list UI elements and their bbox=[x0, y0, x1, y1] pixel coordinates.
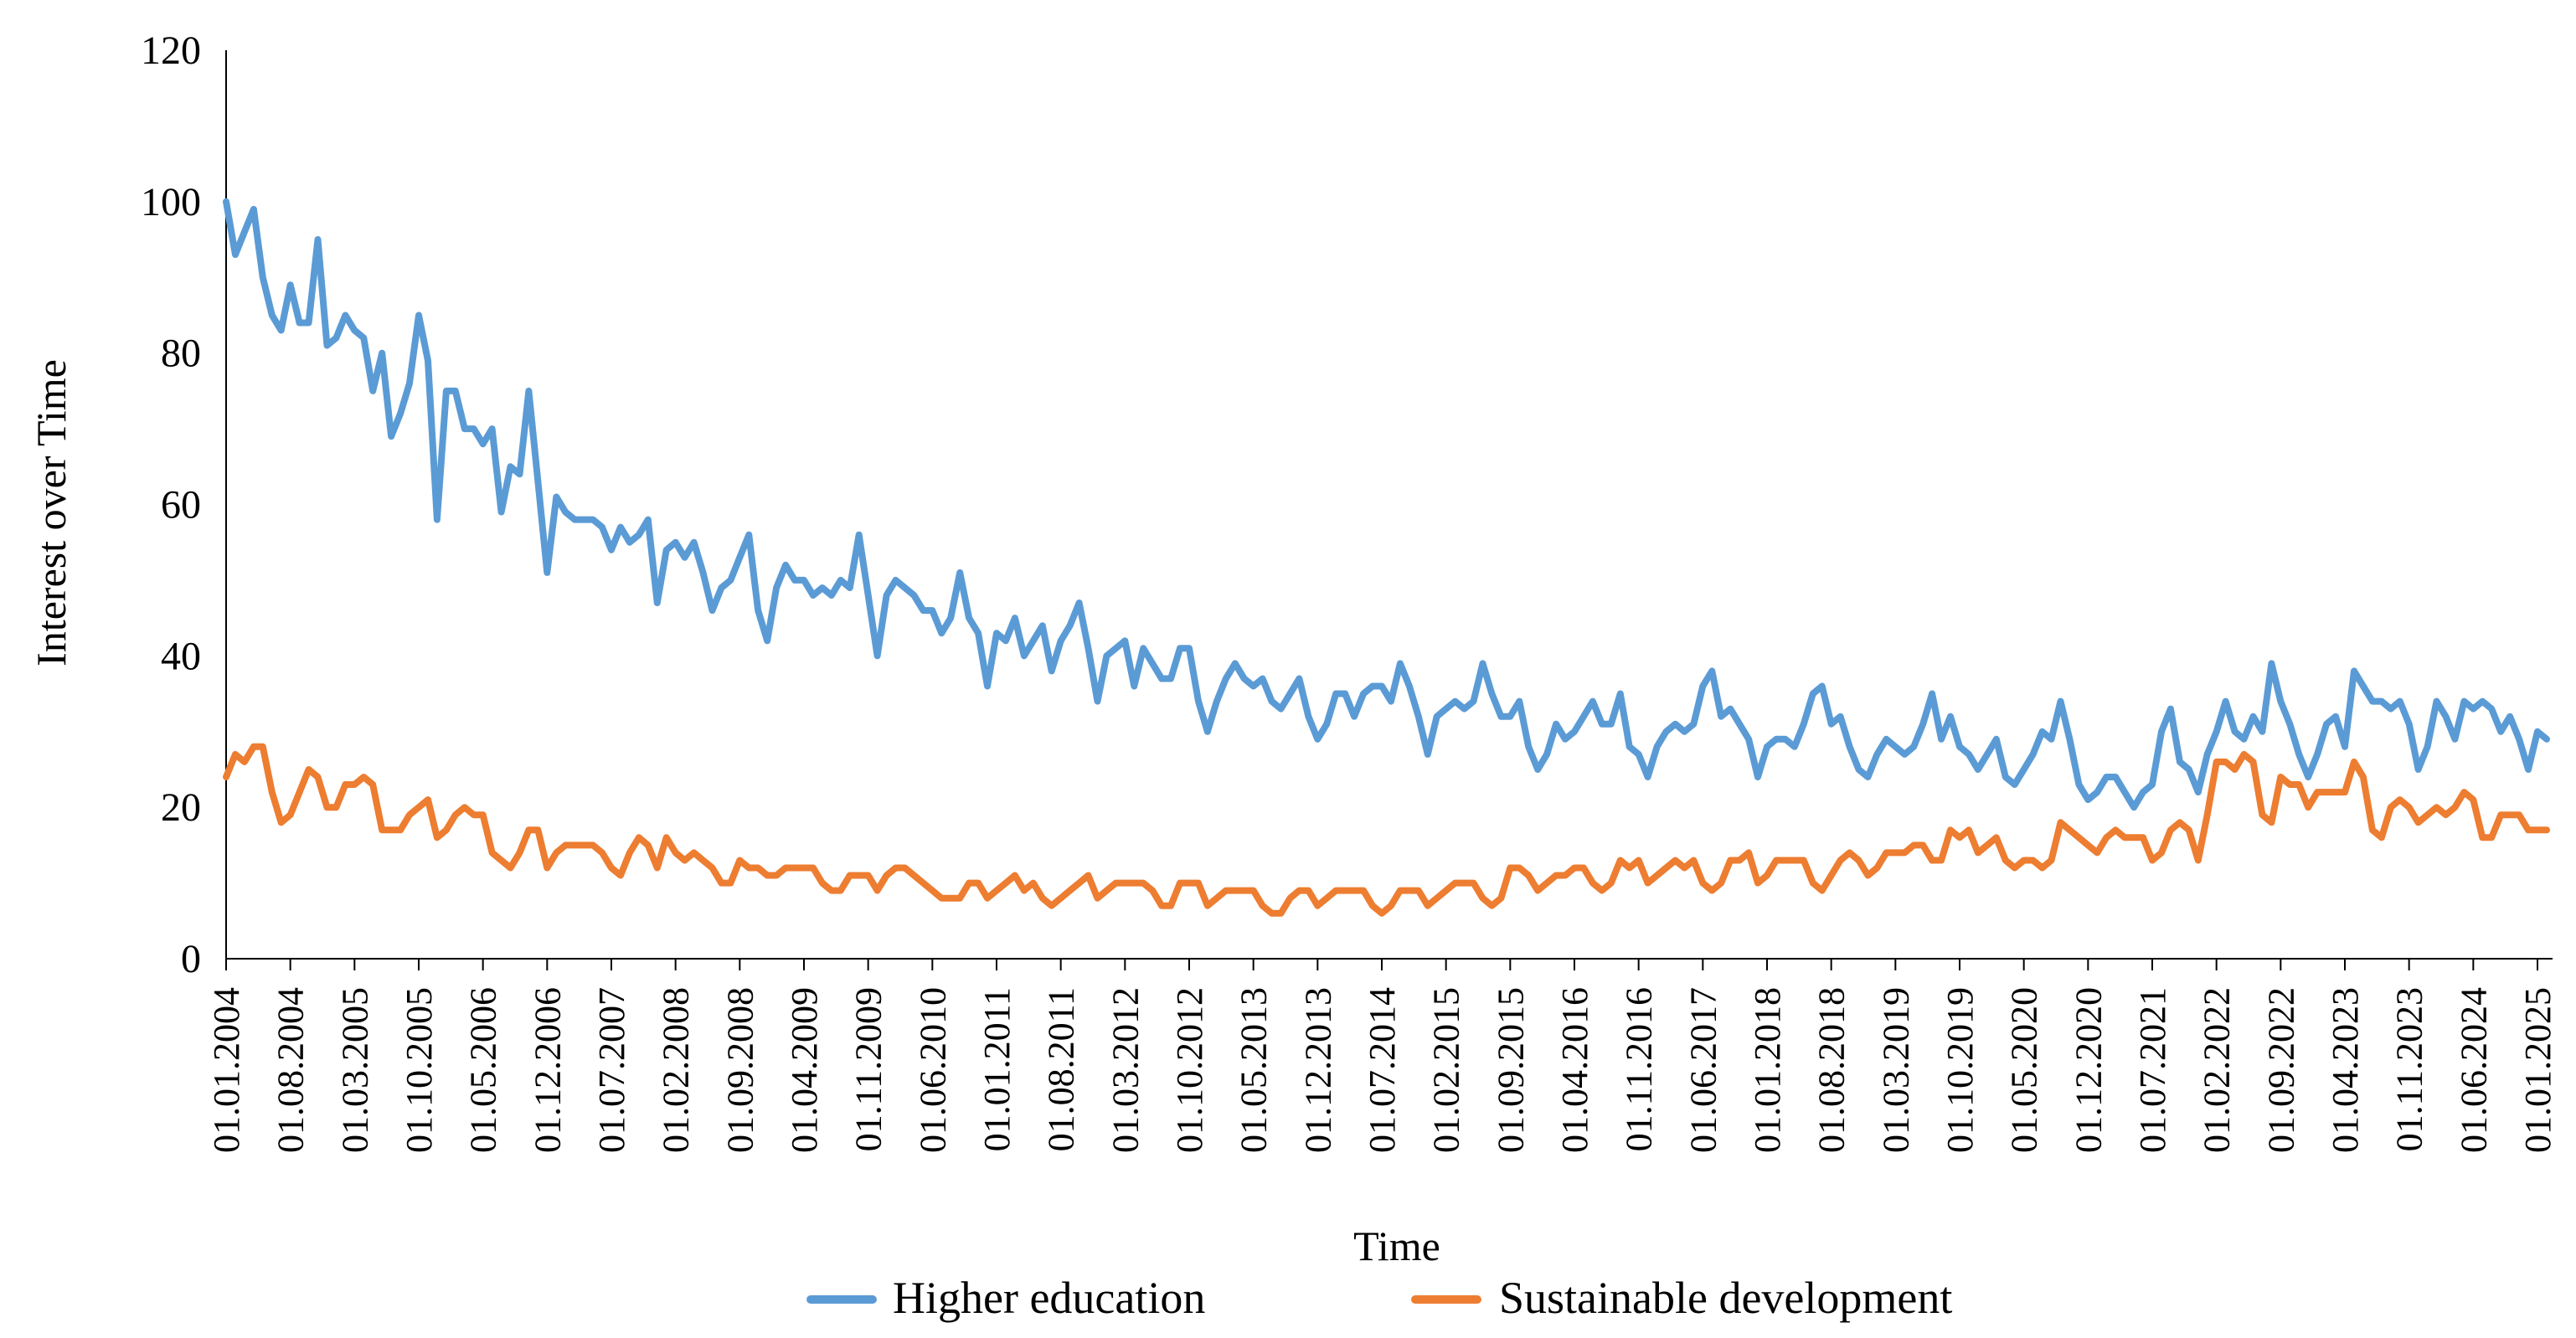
x-tick-label: 01.01.2025 bbox=[2517, 987, 2558, 1153]
x-tick-label: 01.02.2008 bbox=[656, 987, 697, 1153]
y-tick-label: 80 bbox=[161, 332, 201, 376]
x-tick-label: 01.12.2006 bbox=[527, 987, 568, 1153]
y-tick-label: 120 bbox=[141, 28, 201, 73]
x-tick-label: 01.08.2018 bbox=[1811, 987, 1852, 1153]
x-tick-label: 01.10.2012 bbox=[1169, 987, 1210, 1153]
y-axis-title: Interest over Time bbox=[28, 359, 75, 666]
x-tick-label: 01.05.2013 bbox=[1234, 987, 1275, 1153]
x-tick-label: 01.08.2011 bbox=[1041, 987, 1082, 1151]
x-tick-label: 01.07.2021 bbox=[2132, 987, 2173, 1153]
legend-label-sustainable-development: Sustainable development bbox=[1499, 1273, 1952, 1323]
x-tick-label: 01.04.2023 bbox=[2325, 987, 2366, 1153]
x-tick-label: 01.01.2011 bbox=[976, 987, 1018, 1151]
x-tick-label: 01.05.2006 bbox=[463, 987, 504, 1153]
y-tick-label: 20 bbox=[161, 785, 201, 830]
x-tick-label: 01.09.2022 bbox=[2260, 987, 2301, 1153]
x-tick-label: 01.10.2019 bbox=[1940, 987, 1981, 1153]
legend-label-higher-education: Higher education bbox=[893, 1273, 1205, 1323]
x-tick-label: 01.03.2012 bbox=[1105, 987, 1146, 1153]
x-tick-label: 01.09.2015 bbox=[1490, 987, 1531, 1153]
x-tick-label: 01.11.2016 bbox=[1619, 987, 1660, 1151]
y-tick-label: 0 bbox=[181, 937, 201, 981]
x-tick-label: 01.07.2014 bbox=[1362, 987, 1403, 1153]
series-line-higher-education bbox=[223, 198, 2550, 811]
x-tick-label: 01.07.2007 bbox=[591, 987, 632, 1153]
x-axis-title: Time bbox=[1353, 1222, 1440, 1269]
x-tick-label: 01.05.2020 bbox=[2004, 987, 2045, 1153]
x-tick-label: 01.09.2008 bbox=[719, 987, 760, 1153]
x-tick-label: 01.04.2009 bbox=[784, 987, 825, 1153]
legend: Higher education Sustainable development bbox=[806, 1273, 1952, 1323]
x-tick-label: 01.06.2010 bbox=[912, 987, 953, 1153]
y-tick-label: 60 bbox=[161, 483, 201, 527]
y-axis-ticks: 0 20 40 60 80 100 120 bbox=[141, 28, 201, 981]
series-layer bbox=[223, 198, 2550, 917]
x-tick-label: 01.02.2015 bbox=[1426, 987, 1467, 1153]
x-tick-label: 01.08.2004 bbox=[270, 987, 312, 1153]
x-tick-label: 01.10.2005 bbox=[399, 987, 440, 1153]
x-tick-label: 01.11.2023 bbox=[2389, 987, 2430, 1151]
x-tick-label: 01.12.2013 bbox=[1297, 987, 1338, 1153]
x-tick-label: 01.01.2004 bbox=[206, 987, 247, 1153]
x-tick-label: 01.06.2017 bbox=[1682, 987, 1723, 1153]
x-tick-label: 01.06.2024 bbox=[2453, 987, 2494, 1153]
series-line-sustainable-development bbox=[223, 743, 2550, 917]
x-tick-label: 01.03.2019 bbox=[1875, 987, 1916, 1153]
x-tick-label: 01.02.2022 bbox=[2197, 987, 2238, 1153]
x-tick-label: 01.11.2009 bbox=[848, 987, 889, 1151]
x-axis-ticks: 01.01.2004 01.08.2004 01.03.2005 01.10.2005… bbox=[206, 959, 2558, 1153]
x-tick-label: 01.01.2018 bbox=[1747, 987, 1788, 1153]
y-tick-label: 40 bbox=[161, 634, 201, 678]
x-tick-label: 01.12.2020 bbox=[2068, 987, 2109, 1153]
x-tick-label: 01.03.2005 bbox=[334, 987, 375, 1153]
y-tick-label: 100 bbox=[141, 180, 201, 224]
x-tick-label: 01.04.2016 bbox=[1554, 987, 1595, 1153]
